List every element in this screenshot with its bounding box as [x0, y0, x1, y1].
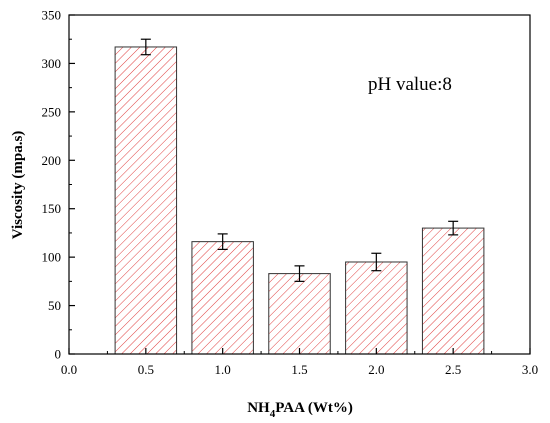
x-axis-label-main: NH [247, 400, 270, 416]
x-tick-label: 1.0 [215, 362, 231, 377]
y-tick-label: 250 [42, 104, 62, 119]
bar-0 [114, 46, 178, 355]
x-tick-label: 0.5 [138, 362, 154, 377]
y-tick-label: 350 [42, 8, 62, 23]
x-tick-label: 3.0 [522, 362, 538, 377]
y-tick-label: 150 [42, 201, 62, 216]
error-bar-3 [371, 252, 382, 272]
y-tick-label: 300 [42, 56, 62, 71]
y-tick-label: 200 [42, 153, 62, 168]
x-axis-label: NH4PAA (Wt%) [247, 400, 353, 420]
ph-annotation: pH value:8 [368, 74, 452, 95]
y-axis-label: Viscosity (mpa.s) [10, 131, 26, 240]
bar-3 [345, 261, 408, 355]
y-axis-ticks: 0 50 100 150 200 250 300 350 [42, 8, 75, 362]
bar-1 [191, 241, 254, 355]
x-axis-ticks: 0.0 0.5 1.0 1.5 2.0 2.5 3.0 [61, 348, 538, 377]
error-bars-group [140, 38, 459, 282]
bar-2 [268, 273, 331, 355]
error-bar-2 [294, 265, 305, 282]
bar-4 [421, 227, 485, 355]
x-tick-label: 2.0 [368, 362, 384, 377]
error-bar-0 [140, 38, 151, 56]
x-tick-label: 1.5 [291, 362, 307, 377]
y-tick-label: 0 [55, 347, 62, 362]
x-tick-label: 0.0 [61, 362, 77, 377]
error-bar-4 [448, 220, 459, 236]
x-tick-label: 2.5 [445, 362, 461, 377]
x-axis-label-rest: PAA (Wt%) [275, 400, 353, 416]
y-tick-label: 100 [42, 250, 62, 265]
error-bar-1 [217, 233, 228, 250]
y-tick-label: 50 [48, 298, 61, 313]
x-axis-label-subscript: 4 [270, 408, 276, 420]
